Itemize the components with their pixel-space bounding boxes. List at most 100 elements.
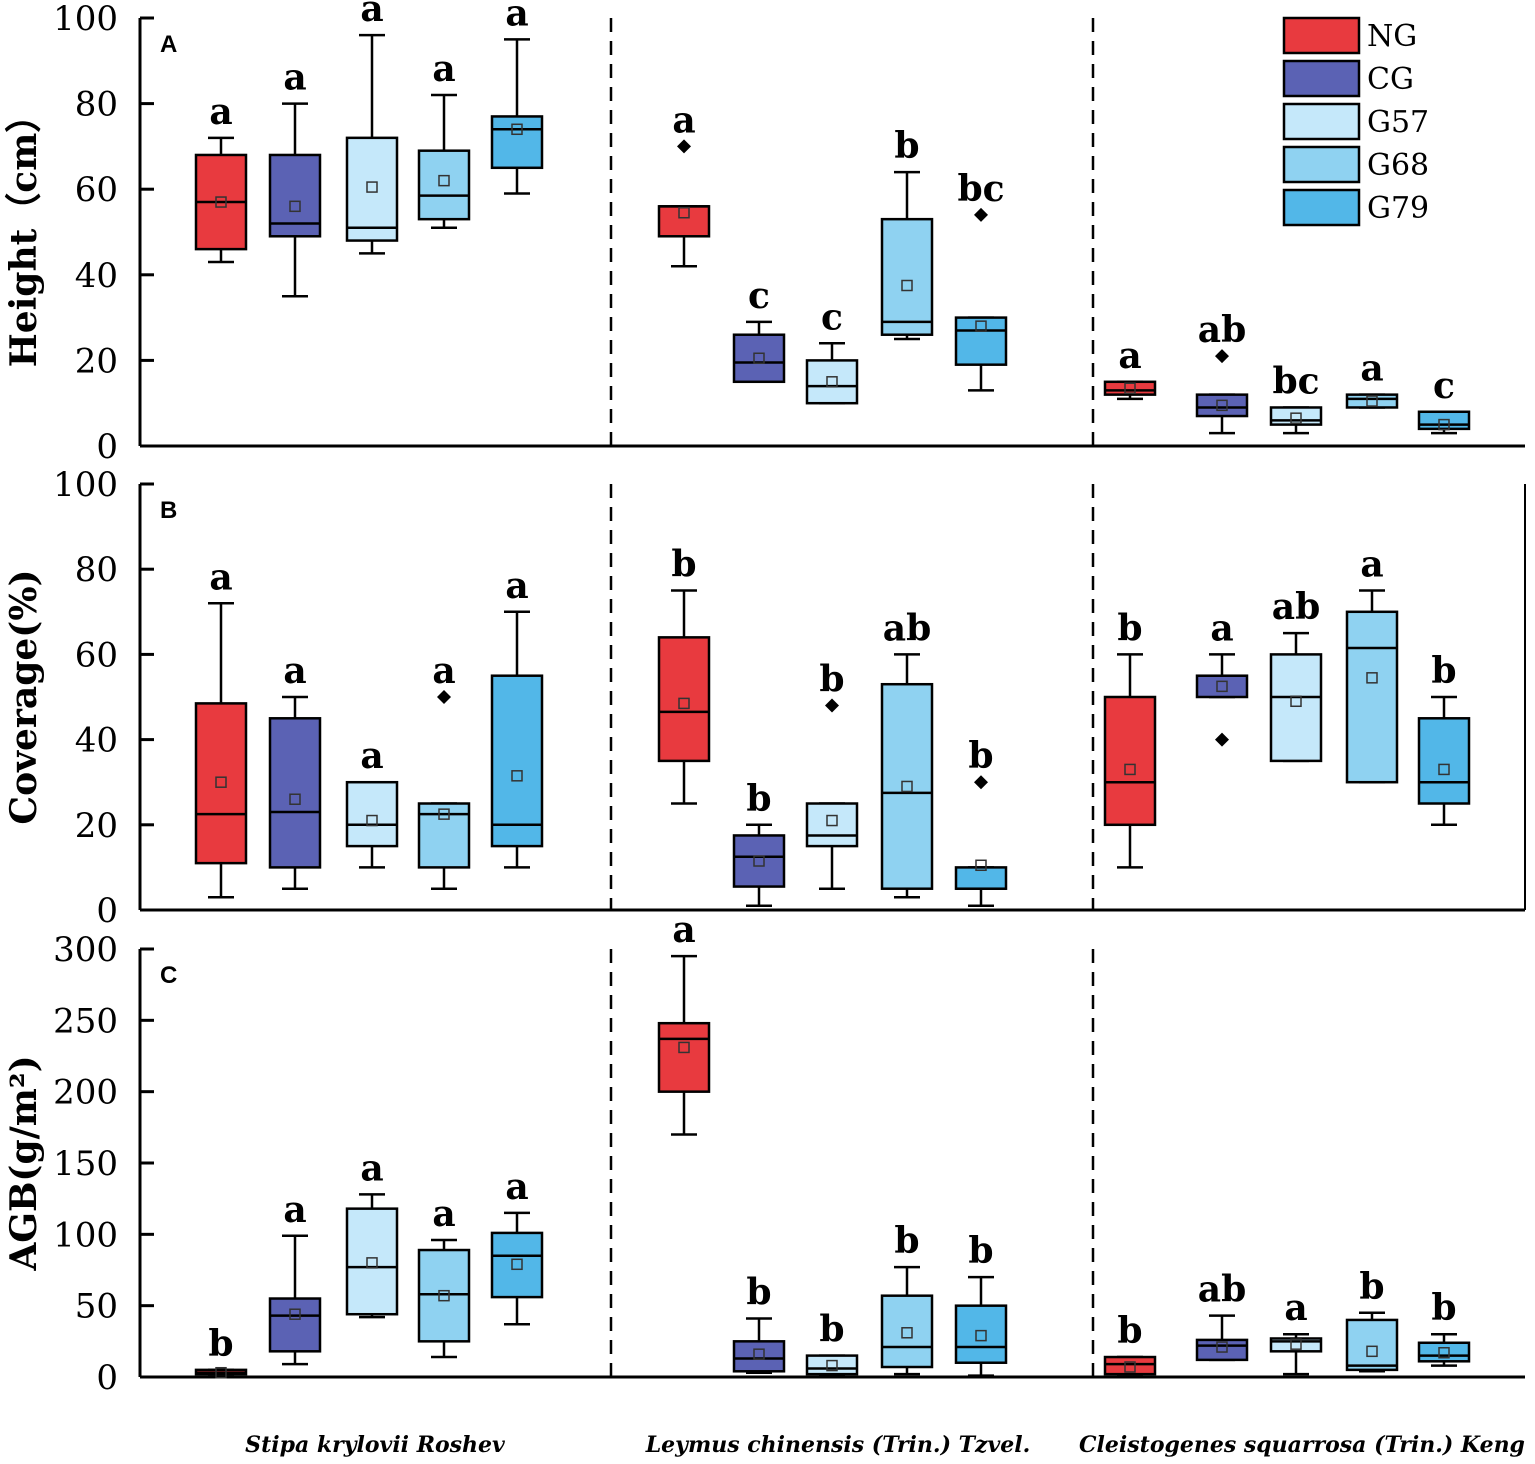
significance-letter: bc: [957, 168, 1004, 210]
significance-letter: a: [283, 1189, 306, 1231]
y-tick-label: 60: [75, 635, 118, 675]
box-cg: [268, 717, 322, 869]
legend-swatch-g79: [1282, 188, 1361, 227]
significance-letter: b: [894, 1220, 919, 1262]
significance-letter: a: [672, 909, 695, 951]
mean-marker: [215, 1366, 227, 1379]
mean-marker: [753, 1348, 765, 1360]
significance-letter: a: [283, 57, 306, 99]
y-axis-title: AGB(g/m²): [3, 1055, 45, 1271]
box-cg: [732, 1340, 786, 1373]
mean-marker: [511, 1258, 523, 1271]
outlier-point: [1215, 349, 1229, 364]
significance-letter: a: [1284, 1287, 1307, 1329]
legend-label: NG: [1367, 19, 1417, 54]
y-tick-label: 80: [75, 85, 118, 125]
y-tick-label: 100: [53, 0, 118, 39]
box-g79: [954, 316, 1008, 366]
legend-swatch-ng: [1282, 16, 1361, 55]
mean-marker: [438, 174, 450, 187]
box-cg: [1195, 674, 1249, 699]
box-g79: [1417, 717, 1471, 805]
significance-letter: b: [1431, 650, 1456, 692]
y-tick-label: 100: [53, 1215, 118, 1255]
significance-letter: a: [360, 1147, 383, 1189]
y-tick-label: 40: [75, 721, 118, 761]
box-g68: [880, 682, 934, 890]
box-g68: [1345, 1318, 1399, 1372]
mean-marker: [215, 196, 227, 208]
box-g68: [417, 1248, 471, 1343]
mean-marker: [1124, 1361, 1136, 1373]
box-g79: [490, 674, 544, 848]
species-label-stipa: Stipa krylovii Roshev: [245, 1432, 505, 1458]
y-tick-label: 100: [53, 465, 118, 505]
box-g57: [805, 359, 859, 405]
outlier-point: [974, 207, 988, 222]
significance-letter: b: [671, 544, 696, 586]
mean-marker: [1216, 1341, 1228, 1353]
mean-marker: [826, 376, 838, 388]
significance-letter: b: [1431, 1287, 1456, 1329]
y-axis-title: Coverage(%): [3, 569, 45, 824]
box-ng: [657, 205, 711, 238]
legend-swatch-g57: [1282, 102, 1361, 141]
significance-letter: a: [360, 0, 383, 30]
significance-letter: a: [432, 1193, 455, 1235]
box-g68: [880, 217, 934, 336]
significance-letter: c: [821, 296, 843, 338]
mean-marker: [826, 1359, 838, 1372]
significance-letter: a: [1360, 544, 1383, 586]
significance-letter: b: [1359, 1266, 1384, 1308]
panel-letter: A: [160, 31, 177, 58]
mean-marker: [901, 279, 913, 292]
mean-marker: [901, 1327, 913, 1339]
significance-letter: bc: [1272, 360, 1319, 402]
y-tick-label: 250: [53, 1001, 118, 1041]
mean-marker: [678, 697, 690, 710]
mean-marker: [1216, 680, 1228, 693]
significance-letter: b: [819, 659, 844, 701]
mean-marker: [975, 859, 987, 872]
mean-marker: [438, 808, 450, 820]
significance-letter: a: [360, 735, 383, 777]
mean-marker: [1366, 672, 1378, 684]
mean-marker: [975, 320, 987, 332]
box-g79: [490, 1231, 544, 1299]
y-tick-label: 40: [75, 256, 118, 296]
mean-marker: [366, 814, 378, 827]
mean-marker: [678, 206, 690, 219]
box-g57: [345, 780, 399, 848]
y-tick-label: 20: [75, 806, 118, 846]
box-g68: [880, 1294, 934, 1369]
box-g57: [805, 1354, 859, 1376]
significance-letter: b: [968, 735, 993, 777]
significance-letter: ab: [1198, 309, 1247, 351]
box-g79: [1417, 1341, 1471, 1363]
significance-letter: b: [894, 125, 919, 167]
significance-letter: b: [819, 1309, 844, 1351]
box-cg: [732, 333, 786, 384]
box-g79: [954, 1304, 1008, 1364]
mean-marker: [289, 1308, 301, 1320]
mean-marker: [289, 200, 301, 213]
legend-label: G79: [1367, 191, 1429, 226]
significance-letter: b: [746, 778, 771, 820]
box-g57: [345, 136, 399, 242]
legend-label: G68: [1367, 148, 1429, 183]
significance-letter: a: [505, 565, 528, 607]
box-ng: [1103, 695, 1157, 827]
significance-letter: b: [208, 1323, 233, 1365]
y-tick-label: 200: [53, 1073, 118, 1113]
mean-marker: [1438, 1346, 1450, 1359]
box-ng: [1103, 1355, 1157, 1376]
species-label-cleistogenes: Cleistogenes squarrosa (Trin.) Keng: [1079, 1432, 1525, 1458]
y-tick-label: 150: [53, 1144, 118, 1184]
y-tick-label: 0: [96, 891, 118, 931]
significance-letter: a: [1360, 348, 1383, 390]
significance-letter: a: [432, 650, 455, 692]
significance-letter: ab: [883, 607, 932, 649]
significance-letter: a: [1210, 607, 1233, 649]
mean-marker: [438, 1289, 450, 1302]
